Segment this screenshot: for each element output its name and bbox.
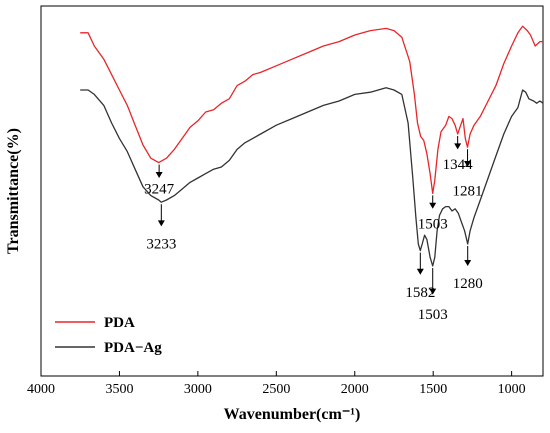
x-axis-title: Wavenumber(cm⁻¹) — [224, 406, 361, 423]
annotation-arrow-head — [464, 260, 472, 266]
legend-label-pda-ag: PDA−Ag — [104, 340, 162, 356]
series-line-pda-ag — [80, 87, 544, 267]
legend-label-pda: PDA — [104, 315, 135, 331]
annotation-arrow-head — [155, 172, 163, 178]
plot-area — [40, 5, 544, 377]
annotation-label: 1582 — [405, 285, 435, 301]
x-tick-label: 1500 — [419, 382, 447, 397]
x-tick-label: 3000 — [184, 382, 212, 397]
y-axis-title: Transmittance(%) — [5, 128, 22, 254]
annotation-label: 1503 — [418, 217, 448, 233]
annotation-arrow-head — [454, 143, 462, 150]
series-layer — [80, 25, 544, 267]
annotation-label: 3233 — [146, 236, 176, 252]
x-tick-label: 4000 — [27, 382, 55, 397]
annotation-arrow-head — [429, 288, 437, 295]
x-tick-label: 2000 — [341, 382, 369, 397]
x-tick-label: 1000 — [498, 382, 526, 397]
x-tick-label: 2500 — [262, 382, 290, 397]
annotation-label: 3247 — [144, 181, 175, 197]
legend: PDA PDA−Ag — [55, 315, 162, 356]
annotation-arrow-head — [464, 161, 472, 167]
x-axis: 4000 3500 3000 2500 2000 1500 1000 — [27, 371, 526, 397]
annotation-label: 1281 — [453, 184, 483, 200]
annotation-arrow-head — [429, 202, 437, 209]
annotation-label: 1280 — [453, 276, 483, 292]
annotation-arrow-head — [416, 268, 424, 275]
annotation-arrow-head — [157, 220, 165, 227]
x-tick-label: 3500 — [105, 382, 133, 397]
annotation-label: 1503 — [418, 307, 448, 323]
series-line-pda — [80, 25, 543, 195]
